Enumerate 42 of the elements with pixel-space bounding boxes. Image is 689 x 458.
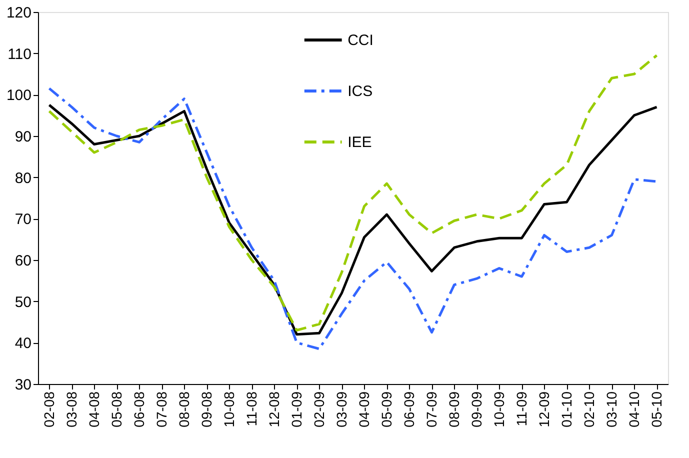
y-tick-label: 90 [14,128,32,146]
x-tick-label: 04-08 [86,391,102,428]
y-tick-label: 80 [14,170,32,187]
y-tick-label: 70 [14,211,32,228]
x-tick-label: 04-10 [626,391,642,428]
y-tick-label: 100 [6,87,32,104]
x-tick-label: 02-10 [580,391,597,428]
x-tick-label: 03-10 [603,391,620,428]
legend-label: ICS [348,82,373,100]
x-tick-label: 08-09 [446,391,462,428]
x-tick-label: 02-08 [40,391,57,428]
x-tick-label: 09-09 [468,391,484,428]
x-tick-label: 06-09 [400,391,417,428]
y-tick-label: 110 [8,46,32,63]
x-tick-label: 10-08 [220,391,237,428]
x-tick-label: 11-09 [513,391,530,426]
y-tick-label: 40 [14,335,32,352]
y-tick-label: 50 [14,294,32,311]
x-tick-label: 03-09 [333,391,350,428]
x-tick-label: 02-09 [310,391,327,428]
x-tick-label: 03-08 [63,391,80,428]
x-tick-label: 11-08 [243,391,260,426]
x-tick-label: 08-08 [176,391,192,428]
x-tick-label: 05-09 [378,391,394,428]
x-tick-label: 07-09 [423,391,440,428]
legend-label: IEE [348,134,372,151]
y-tick-label: 120 [6,4,32,22]
line-series [48,54,658,332]
x-tick-label: 05-10 [648,391,664,428]
x-tick-label: 06-08 [130,391,147,428]
x-tick-label: 05-08 [108,391,124,428]
x-tick-label: 07-08 [153,391,170,428]
x-tick-label: 12-08 [266,391,282,428]
x-tick-label: 10-09 [490,391,507,428]
x-tick-label: 09-08 [198,391,214,428]
y-tick-label: 30 [14,376,32,394]
x-tick-label: 12-09 [536,391,552,428]
x-tick-label: 04-09 [356,391,372,428]
legend-label: CCI [348,32,374,49]
y-tick-label: 60 [14,252,32,270]
x-tick-label: 01-09 [288,391,304,428]
x-tick-label: 01-10 [558,391,574,428]
